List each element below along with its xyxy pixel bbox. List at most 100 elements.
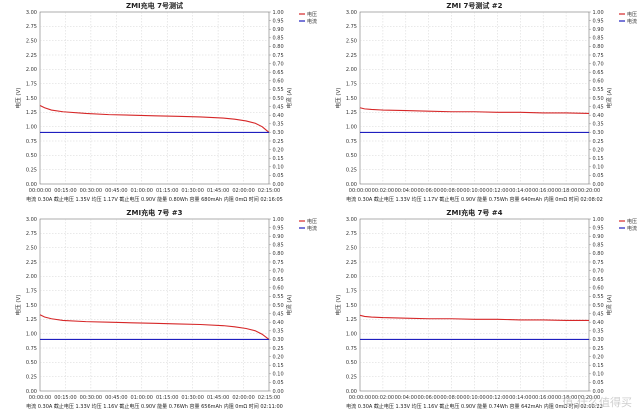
y-tick-label: 0.00 <box>346 389 357 395</box>
x-tick-label: 01:00:00 <box>131 395 153 401</box>
y2-tick-label: 0.05 <box>273 173 284 179</box>
y-tick-label: 1.50 <box>26 96 37 102</box>
chart-panel-1: ZMI充电 7号测试 0.00 0.25 0.50 0.75 1.00 1.25 1.50 1.… <box>14 1 317 203</box>
x-tick-label: 00:18:00 <box>555 188 577 194</box>
y-tick-label: 2.25 <box>26 260 37 266</box>
y-tick-label: 0.00 <box>346 182 357 188</box>
x-tick-label: 00:06:00 <box>417 188 439 194</box>
chart-title: ZMI充电 7号测试 <box>126 1 183 10</box>
x-tick-label: 00:14:00 <box>509 188 531 194</box>
y2-tick-label: 0.85 <box>593 243 604 249</box>
y2-tick-label: 0.60 <box>593 79 604 85</box>
y-tick-label: 0.25 <box>26 374 37 380</box>
y2-tick-label: 0.95 <box>593 225 604 231</box>
y-tick-label: 1.00 <box>346 124 357 130</box>
y-tick-label: 0.00 <box>26 389 37 395</box>
y2-tick-label: 0.00 <box>593 389 604 395</box>
y-tick-label: 3.00 <box>26 10 37 16</box>
y2-tick-label: 0.35 <box>273 122 284 128</box>
series-line-voltage <box>39 104 270 133</box>
legend-label: 电流 <box>627 225 637 232</box>
y2-tick-label: 0.70 <box>273 268 284 274</box>
y2-tick-label: 0.80 <box>273 251 284 257</box>
x-tick-label: 01:45:00 <box>207 395 229 401</box>
y2-tick-label: 0.25 <box>593 139 604 145</box>
x-tick-label: 00:02:00 <box>372 188 394 194</box>
x-tick-label: 01:15:00 <box>156 395 178 401</box>
y-tick-label: 1.75 <box>346 81 357 87</box>
y-tick-label: 2.75 <box>346 231 357 237</box>
chart-panel-3: ZMI充电 7号 #3 0.00 0.25 0.50 0.75 1.00 1.25 1.50 1… <box>14 208 317 410</box>
y2-axis-label: 电流 (A) <box>285 88 293 109</box>
y-tick-label: 0.50 <box>346 360 357 366</box>
y2-tick-label: 0.90 <box>593 234 604 240</box>
y2-tick-label: 0.05 <box>593 380 604 386</box>
y-tick-label: 3.00 <box>26 217 37 223</box>
y2-tick-label: 0.05 <box>593 173 604 179</box>
y-tick-label: 2.50 <box>26 245 37 251</box>
y2-tick-label: 0.65 <box>593 277 604 283</box>
y-tick-label: 3.00 <box>346 217 357 223</box>
series-line-voltage <box>39 314 270 340</box>
x-tick-label: 00:10:00 <box>463 188 485 194</box>
x-tick-label: 00:08:00 <box>440 188 462 194</box>
x-tick-label: 02:00:00 <box>232 188 254 194</box>
chart-footer-stats: 电流 0.30A 截止电压 1.33V 均压 1.16V 截止电压 0.90V … <box>346 403 603 410</box>
y2-tick-label: 0.55 <box>273 294 284 300</box>
x-tick-label: 00:00:00 <box>349 188 371 194</box>
y2-tick-label: 0.40 <box>593 320 604 326</box>
y-tick-label: 1.00 <box>26 124 37 130</box>
x-tick-label: 00:04:00 <box>395 395 417 401</box>
y2-tick-label: 0.80 <box>273 44 284 50</box>
x-tick-label: 00:30:00 <box>80 395 102 401</box>
y2-tick-label: 0.35 <box>593 329 604 335</box>
x-tick-label: 01:30:00 <box>181 395 203 401</box>
y-tick-label: 2.50 <box>346 38 357 44</box>
y2-tick-label: 0.55 <box>273 87 284 93</box>
y-tick-label: 2.75 <box>346 24 357 30</box>
y2-tick-label: 0.30 <box>593 130 604 136</box>
y-tick-label: 1.75 <box>26 81 37 87</box>
y2-tick-label: 0.20 <box>593 354 604 360</box>
y2-tick-label: 0.85 <box>593 36 604 42</box>
chart-title: ZMI充电 7号 #3 <box>126 208 182 217</box>
x-tick-label: 00:18:00 <box>555 395 577 401</box>
x-tick-label: 02:15:00 <box>258 188 280 194</box>
y-tick-label: 0.75 <box>26 346 37 352</box>
y2-tick-label: 0.85 <box>273 243 284 249</box>
y2-tick-label: 0.40 <box>273 113 284 119</box>
y-tick-label: 0.75 <box>346 346 357 352</box>
y2-tick-label: 0.85 <box>273 36 284 42</box>
legend-label: 电流 <box>627 18 637 25</box>
x-tick-label: 00:08:00 <box>440 395 462 401</box>
y2-tick-label: 0.65 <box>273 277 284 283</box>
y2-tick-label: 0.10 <box>273 372 284 378</box>
series-line-voltage <box>359 107 590 115</box>
y2-tick-label: 0.60 <box>273 79 284 85</box>
y2-tick-label: 0.80 <box>593 251 604 257</box>
x-tick-label: 01:30:00 <box>181 188 203 194</box>
y-tick-label: 2.75 <box>26 24 37 30</box>
y2-tick-label: 0.70 <box>593 61 604 67</box>
y2-tick-label: 0.20 <box>273 147 284 153</box>
x-tick-label: 01:15:00 <box>156 188 178 194</box>
y-tick-label: 0.00 <box>26 182 37 188</box>
y-tick-label: 0.25 <box>346 374 357 380</box>
y2-tick-label: 0.95 <box>593 18 604 24</box>
y2-tick-label: 0.05 <box>273 380 284 386</box>
y-tick-label: 1.50 <box>346 303 357 309</box>
y2-tick-label: 0.50 <box>273 303 284 309</box>
y2-tick-label: 0.50 <box>593 96 604 102</box>
y-tick-label: 0.50 <box>346 153 357 159</box>
y2-tick-label: 0.60 <box>273 286 284 292</box>
legend-label: 电流 <box>307 18 317 25</box>
y-tick-label: 2.00 <box>346 274 357 280</box>
chart-panel-4: ZMI充电 7号 #4 0.00 0.25 0.50 0.75 1.00 1.25 1.50 1… <box>334 208 637 410</box>
y2-tick-label: 0.50 <box>273 96 284 102</box>
y2-tick-label: 0.55 <box>593 294 604 300</box>
y-tick-label: 1.50 <box>26 303 37 309</box>
y2-tick-label: 0.25 <box>273 139 284 145</box>
x-tick-label: 00:20:00 <box>578 188 600 194</box>
y2-tick-label: 0.25 <box>593 346 604 352</box>
